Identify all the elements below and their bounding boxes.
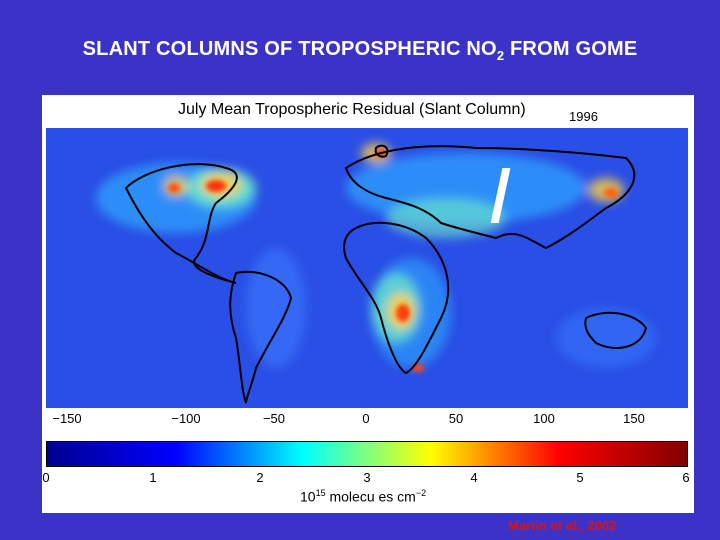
colorbar-tick-label: 1 [149, 470, 157, 485]
lon-tick-label: 50 [448, 411, 464, 426]
unit-exponent: 15 [315, 488, 326, 498]
lon-tick-label: −150 [52, 411, 82, 426]
lon-tick-label: −100 [171, 411, 201, 426]
unit-exponent-2: −2 [415, 488, 427, 498]
unit-base: 10 [300, 488, 316, 505]
colorbar-tick-label: 4 [470, 470, 478, 485]
colorbar-tick-label: 2 [256, 470, 264, 485]
no2-world-map [46, 128, 688, 408]
lon-tick-label: 0 [362, 411, 370, 426]
slide-title-end: FROM GOME [504, 38, 638, 60]
missing-data-strip [490, 168, 511, 223]
colorbar [46, 441, 688, 467]
colorbar-tick-label: 0 [42, 470, 50, 485]
colorbar-unit-label: 1015 molecu es cm−2 [300, 488, 426, 505]
citation: Martin et al., 2002 [508, 518, 617, 533]
colorbar-tick-label: 5 [576, 470, 584, 485]
lon-tick-label: −50 [262, 411, 286, 426]
map-title: July Mean Tropospheric Residual (Slant C… [178, 101, 526, 118]
slide-title-subscript: 2 [496, 48, 505, 63]
unit-text: molecu es cm [325, 488, 416, 505]
colorbar-tick-label: 6 [682, 470, 690, 485]
colorbar-tick-label: 3 [363, 470, 371, 485]
slide-title: SLANT COLUMNS OF TROPOSPHERIC NO2 FROM G… [0, 38, 720, 63]
slide-title-main: SLANT COLUMNS OF TROPOSPHERIC NO [82, 38, 497, 60]
lon-tick-label: 150 [623, 411, 645, 426]
coastlines [124, 144, 648, 404]
lon-tick-label: 100 [533, 411, 555, 426]
map-year-label: 1996 [569, 109, 598, 124]
